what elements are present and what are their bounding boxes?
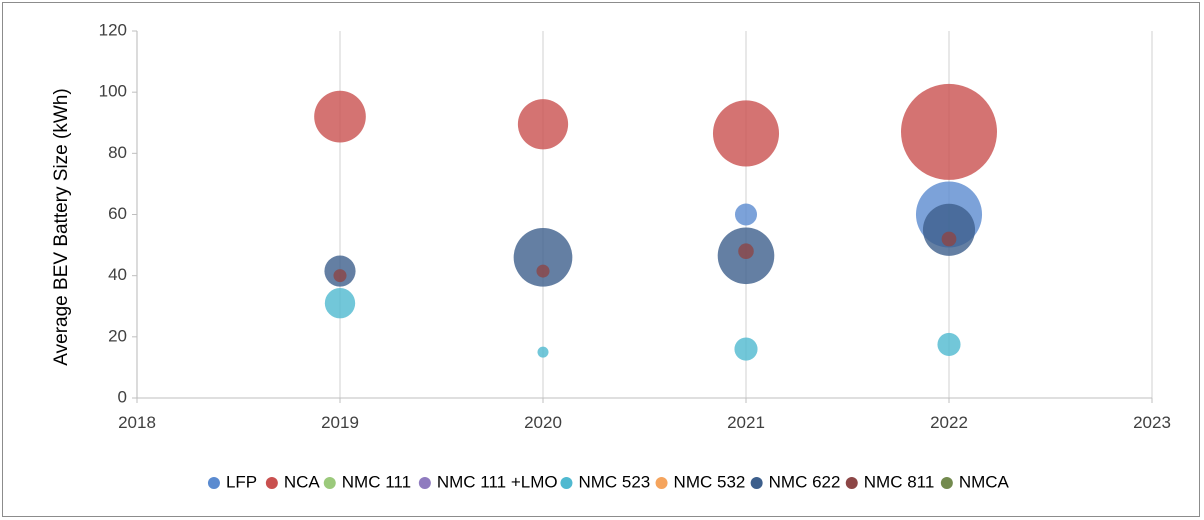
legend-item-nca: NCA [265,472,321,491]
bubble-nmc-811 [536,264,550,278]
x-tick-label: 2018 [118,413,156,432]
legend-label: NMC 523 [578,472,650,491]
legend-marker [265,477,278,489]
legend-label: NMC 811 [864,472,935,491]
legend-label: LFP [226,472,257,491]
legend-item-lfp: LFP [207,472,257,491]
bubble-nmc-622 [513,227,573,287]
y-tick-label: 80 [108,143,127,162]
legend-marker [560,477,573,489]
bubbles [314,83,997,361]
legend-item-nmca: NMCA [940,472,1010,491]
bubble-nca [901,83,997,180]
bubble-nca [314,90,366,143]
legend-item-nmc-523: NMC 523 [560,472,650,491]
legend-label: NMCA [959,472,1010,491]
legend-marker [655,477,668,489]
bubble-nmc-523 [734,337,758,361]
bubble-nmc-523 [937,332,961,357]
bubble-nmc-811 [738,243,754,259]
legend-item-nmc-111: NMC 111 [323,472,411,491]
y-tick-label: 60 [108,204,127,223]
bubble-nmc-523 [537,346,549,358]
gridlines [136,31,1153,398]
legend-marker [750,477,763,489]
legend-marker [418,477,431,489]
y-tick-label: 40 [108,265,127,284]
legend-label: NMC 622 [769,472,841,491]
bubble-lfp [734,203,758,226]
bubble-nmc-811 [333,269,347,283]
legend-label: NCA [284,472,321,491]
legend-item-nmc-532: NMC 532 [655,472,746,491]
bubble-nmc-523 [324,288,356,319]
y-tick-label: 100 [99,82,127,101]
legend-label: NMC 532 [674,472,746,491]
bubble-nca [712,100,780,167]
bubble-nca [517,99,569,150]
x-tick-label: 2022 [930,413,968,432]
legend-marker [940,477,953,489]
x-tick-label: 2019 [321,413,359,432]
x-tick-label: 2021 [727,413,765,432]
y-tick-label: 120 [99,20,127,39]
legend-marker [323,477,336,489]
bubble-nmc-622 [922,203,976,256]
legend-marker [845,477,858,489]
y-tick-label: 0 [118,387,127,406]
legend-item-nmc-111-lmo: NMC 111 +LMO [418,472,558,491]
legend-marker [207,477,220,489]
legend-item-nmc-622: NMC 622 [750,472,841,491]
x-tick-label: 2023 [1133,413,1171,432]
y-axis-title: Average BEV Battery Size (kWh) [51,88,72,365]
x-tick-label: 2020 [524,413,562,432]
legend: LFP NCA NMC 111 NMC 111 +LMO NMC 523 NMC 532 N… [207,472,1010,491]
axes [132,30,1153,403]
bubble-nmc-811 [941,231,957,247]
y-tick-label: 20 [108,326,127,345]
legend-label: NMC 111 +LMO [437,472,558,491]
tick-labels: 0 20 40 60 80 100 120 2018 2019 2020 2021 2022 2023 [99,20,1171,432]
legend-item-nmc-811: NMC 811 [845,472,935,491]
legend-label: NMC 111 [342,472,411,491]
